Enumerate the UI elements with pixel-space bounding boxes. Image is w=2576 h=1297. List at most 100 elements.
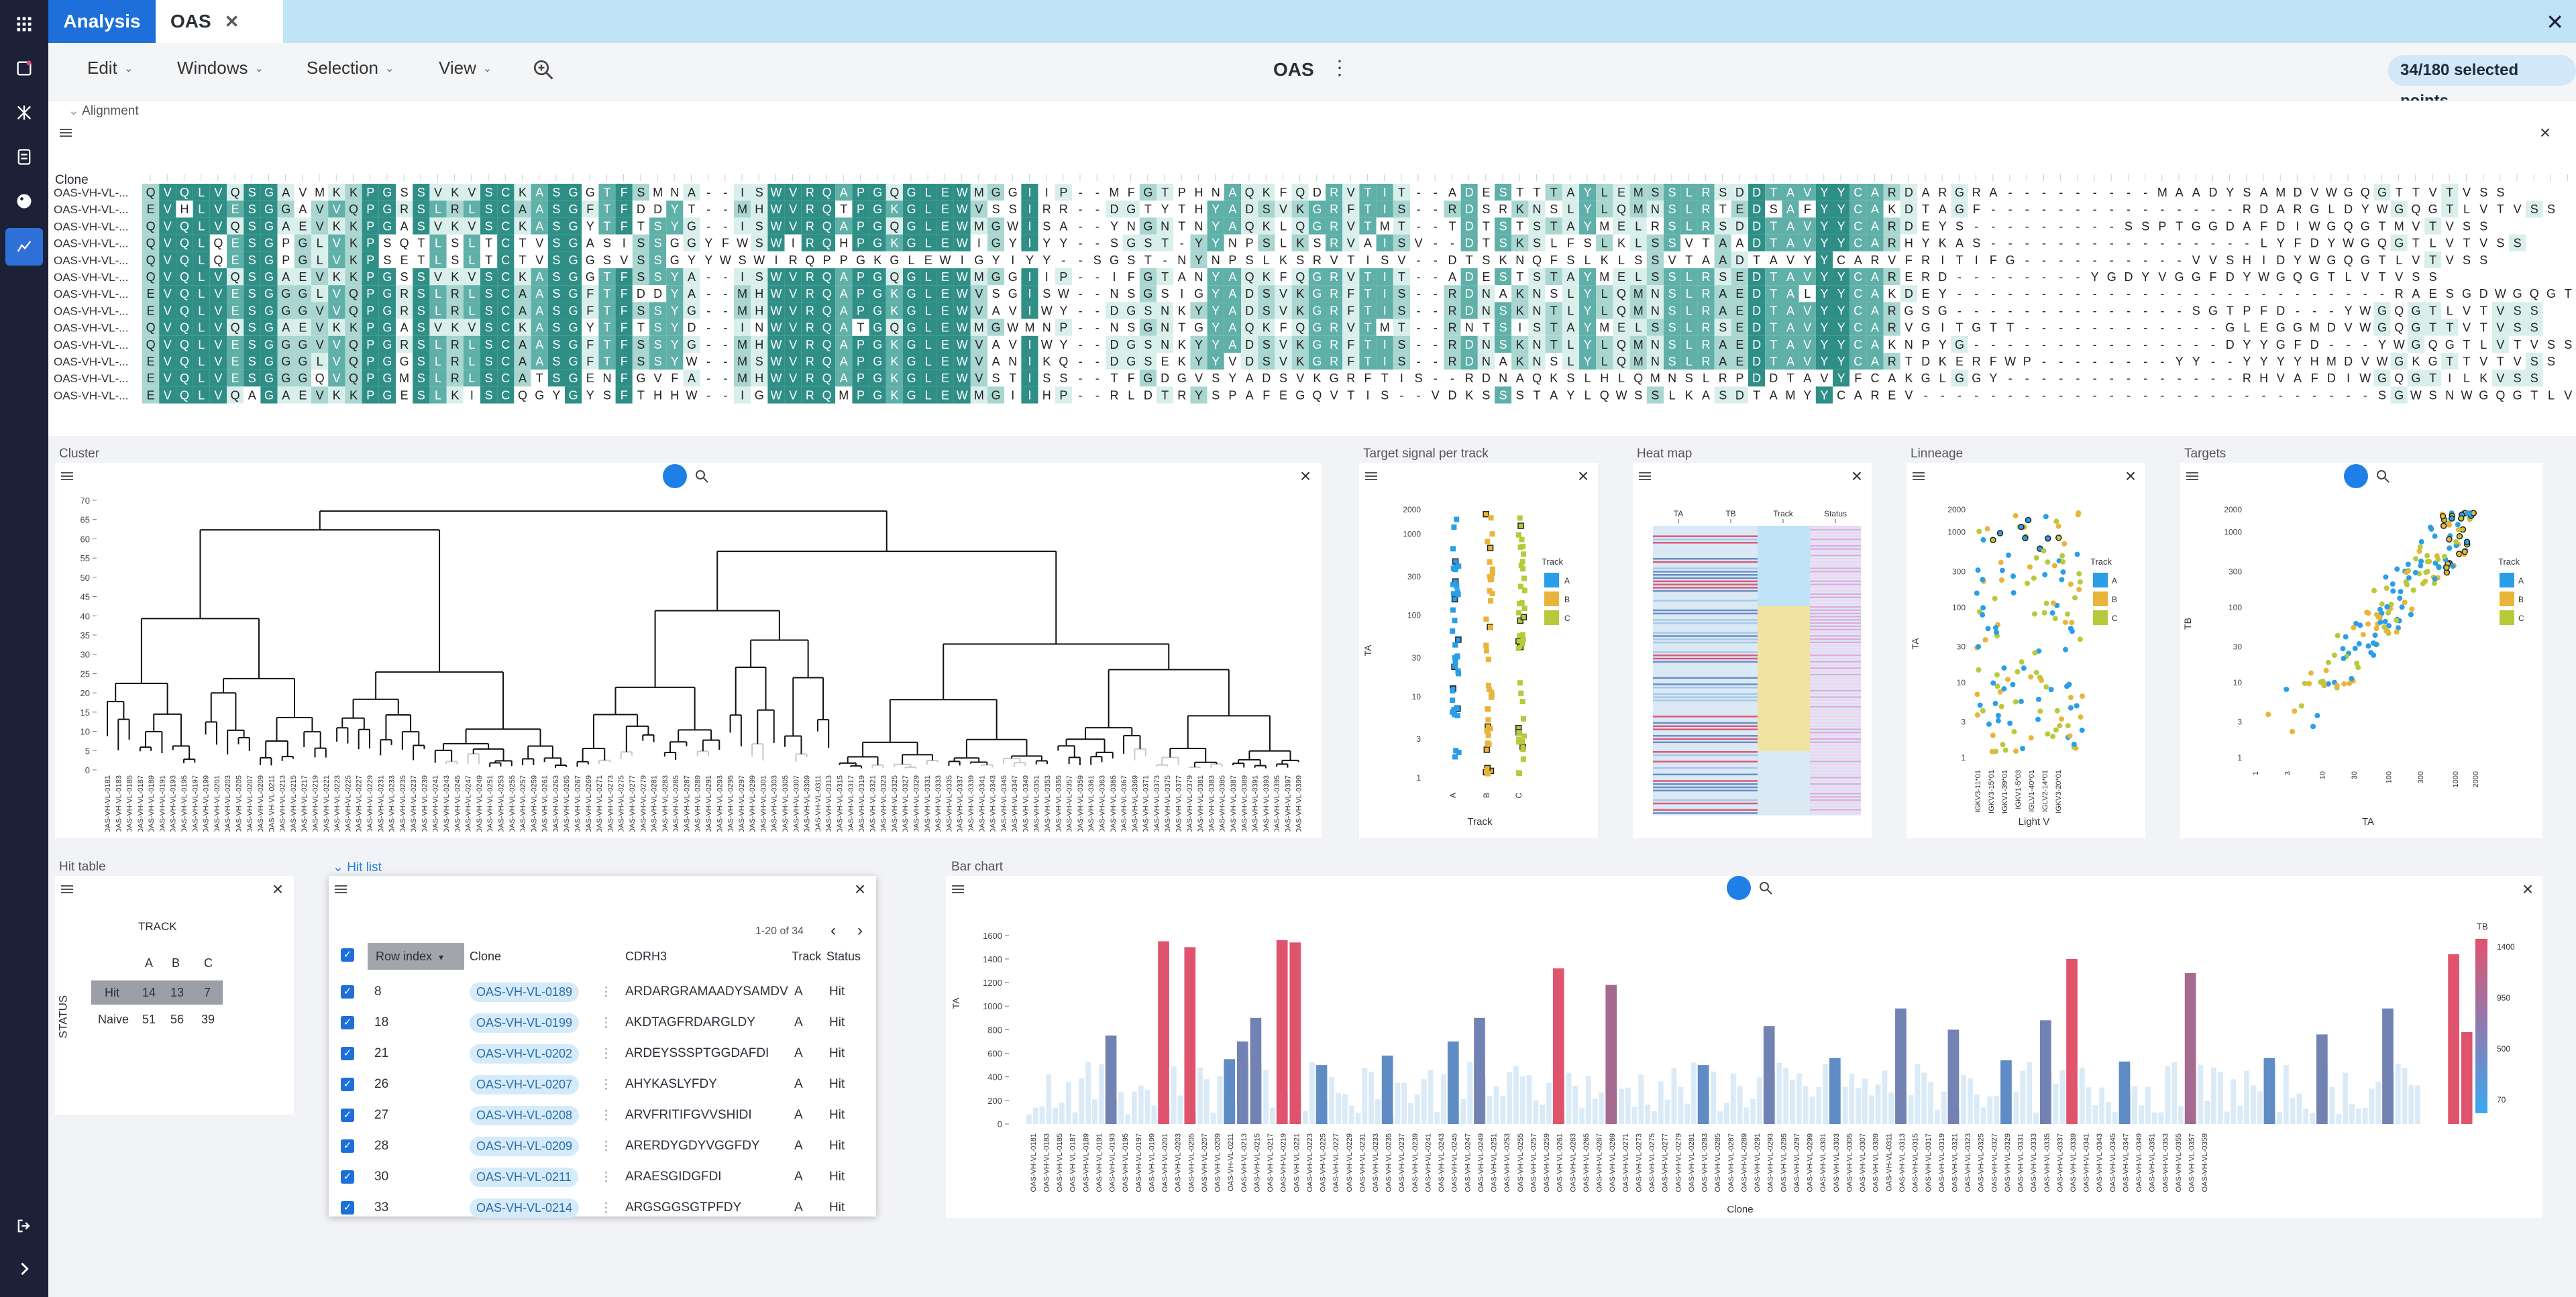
residue-letter: G: [687, 219, 696, 233]
menu-selection[interactable]: Selection ⌄: [307, 58, 394, 78]
close-icon[interactable]: ×: [1299, 465, 1311, 486]
settings-icon[interactable]: [2184, 468, 2202, 486]
residue-letter: P: [857, 270, 865, 284]
heatmap-cell: [1758, 728, 1810, 732]
residue-letter: -: [2228, 237, 2232, 250]
residue-cell: [311, 234, 329, 251]
settings-icon[interactable]: [1637, 468, 1654, 486]
residue-cell: [429, 184, 447, 201]
residue-letter: F: [722, 237, 729, 250]
residue-cell: [345, 234, 362, 251]
tab-analysis[interactable]: Analysis: [48, 0, 156, 43]
residue-cell: [1275, 201, 1292, 218]
app-grid-icon[interactable]: [12, 12, 36, 36]
residue-letter: G: [2006, 253, 2015, 267]
x-axis-label: TA: [2362, 816, 2374, 828]
close-icon[interactable]: ✕: [2546, 10, 2564, 34]
data-point: [2418, 539, 2424, 545]
residue-letter: L: [468, 372, 475, 385]
close-icon[interactable]: ✕: [224, 11, 239, 32]
menu-view[interactable]: View ⌄: [439, 58, 492, 78]
residue-cell: [869, 217, 886, 235]
residue-letter: M: [1650, 372, 1660, 385]
residue-letter: K: [350, 388, 358, 402]
residue-cell: [2424, 184, 2442, 201]
residue-letter: S: [1042, 287, 1051, 300]
heatmap-cell: [1653, 587, 1758, 589]
residue-letter: -: [2127, 304, 2131, 317]
data-point: [2032, 650, 2038, 656]
close-icon[interactable]: ×: [2125, 465, 2137, 486]
settings-icon[interactable]: [1911, 468, 1928, 486]
zoom-icon[interactable]: [2375, 468, 2392, 486]
residue-letter: S: [248, 203, 256, 216]
residue-cell: [2424, 217, 2442, 235]
residue-letter: Y: [1584, 287, 1592, 300]
residue-letter: G: [2394, 237, 2404, 250]
save-icon[interactable]: [12, 56, 36, 80]
residue-letter: A: [992, 338, 1000, 351]
residue-letter: I: [1011, 253, 1014, 267]
heatmap-cell: [1758, 696, 1810, 700]
heatmap-cell: [1810, 712, 1861, 714]
data-point: [1483, 642, 1489, 648]
settings-icon[interactable]: [59, 468, 76, 486]
data-point: [2386, 623, 2392, 629]
residue-letter: G: [2276, 338, 2286, 351]
residue-letter: Y: [1026, 253, 1034, 267]
select-mode-icon[interactable]: [2344, 464, 2368, 488]
document-icon[interactable]: [12, 145, 36, 169]
menu-edit[interactable]: Edit ⌄: [87, 58, 133, 78]
network-icon[interactable]: [12, 101, 36, 125]
residue-letter: V: [2463, 321, 2471, 335]
close-icon[interactable]: ×: [1577, 465, 1589, 486]
zoom-icon[interactable]: [694, 468, 711, 486]
leaf-label: OAS-VH-VL-0225: [344, 775, 352, 832]
zoom-icon[interactable]: [531, 58, 555, 82]
settings-icon[interactable]: [58, 125, 75, 142]
select-mode-icon[interactable]: [663, 464, 687, 488]
logout-icon[interactable]: [12, 1214, 36, 1238]
data-point: [1488, 515, 1494, 521]
residue-cell: [1139, 184, 1157, 201]
analysis-icon[interactable]: [5, 228, 43, 266]
data-point: [2043, 684, 2049, 690]
heatmap-cell: [1653, 754, 1758, 756]
residue-cell: [1833, 184, 1850, 201]
residue-letter: G: [2276, 270, 2286, 284]
residue-letter: P: [1059, 270, 1067, 284]
residue-letter: K: [1685, 388, 1693, 402]
close-icon[interactable]: ×: [1851, 465, 1863, 486]
residue-letter: L: [198, 338, 205, 351]
menu-windows[interactable]: Windows ⌄: [177, 58, 264, 78]
data-point: [2028, 674, 2034, 680]
dendrogram[interactable]: 7065605550454035302520151050OAS-VH-VL-01…: [55, 490, 1322, 832]
heatmap-grid[interactable]: TA TB Track Status: [1633, 490, 1872, 838]
data-point: [1976, 528, 1982, 534]
settings-icon[interactable]: [1363, 468, 1381, 486]
residue-cell: [193, 184, 210, 201]
residue-letter: S: [2429, 388, 2437, 402]
residue-letter: P: [1059, 186, 1067, 199]
residue-letter: R: [400, 203, 409, 216]
close-icon[interactable]: ×: [2539, 122, 2551, 143]
collapse-icon[interactable]: ⌄: [68, 104, 83, 118]
residue-cell: [463, 234, 480, 251]
residue-letter: D: [1245, 304, 1254, 317]
more-icon[interactable]: ⋮: [1330, 57, 1350, 79]
residue-cell: [1799, 184, 1816, 201]
heatmap-cell: [1653, 722, 1758, 724]
tab-oas[interactable]: OAS ✕: [156, 0, 283, 43]
residue-cell: [1866, 217, 1884, 235]
expand-icon[interactable]: [12, 1257, 36, 1281]
palette-icon[interactable]: [12, 189, 36, 213]
data-point: [2010, 681, 2016, 687]
heatmap-cell: [1758, 532, 1810, 536]
data-point: [2065, 723, 2071, 729]
selection-count-badge[interactable]: 34/180 selected points: [2388, 55, 2576, 110]
residue-letter: Q: [1245, 321, 1254, 335]
residue-letter: G: [400, 355, 409, 368]
